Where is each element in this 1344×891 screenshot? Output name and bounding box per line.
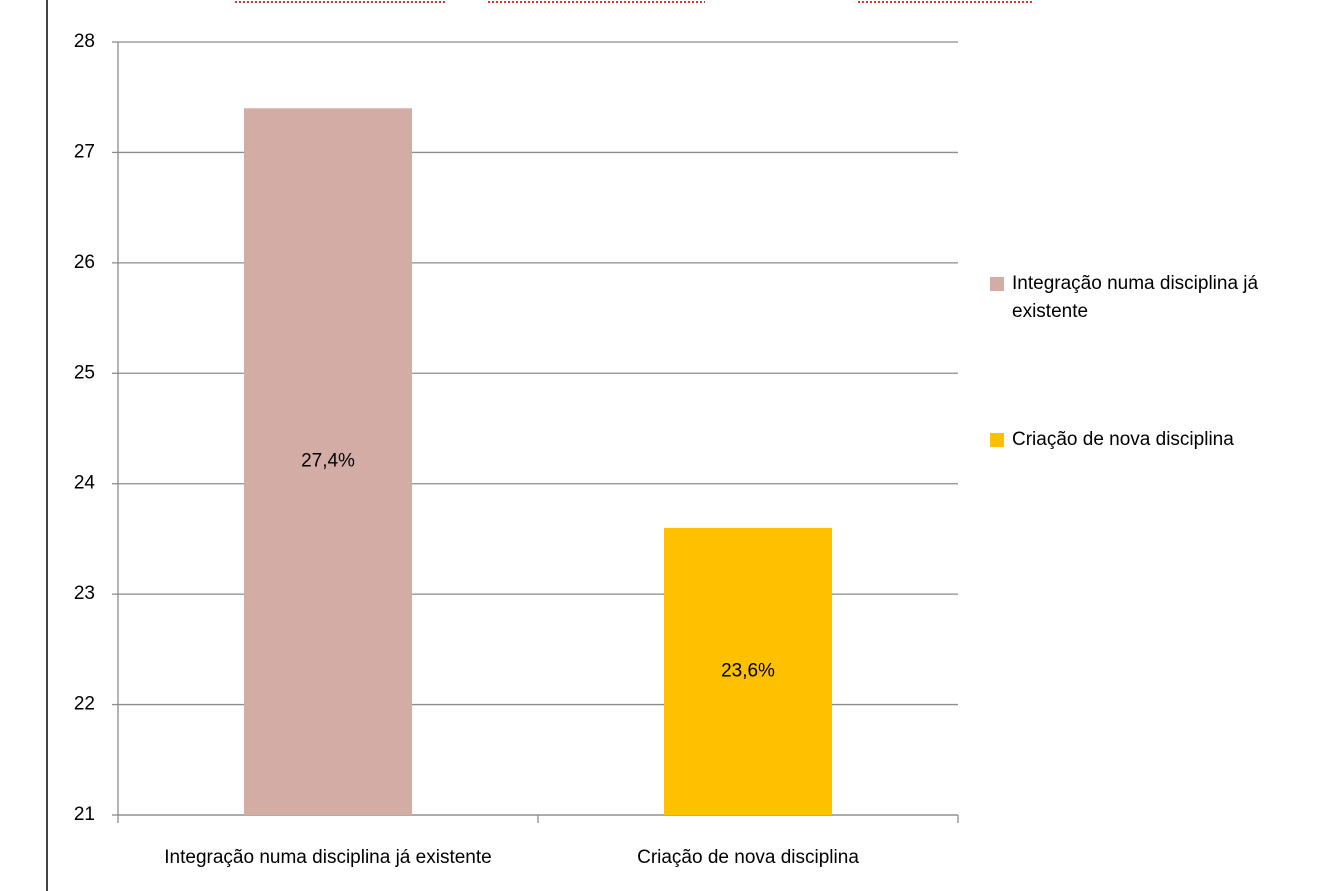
data-label: 23,6% bbox=[721, 660, 775, 681]
bar bbox=[244, 108, 412, 815]
x-tick-label: Criação de nova disciplina bbox=[637, 847, 859, 868]
y-tick-label: 24 bbox=[74, 473, 96, 494]
y-tick-label: 26 bbox=[74, 252, 95, 273]
legend-swatch bbox=[990, 277, 1004, 291]
y-tick-label: 25 bbox=[74, 362, 95, 383]
y-tick-label: 28 bbox=[74, 31, 95, 52]
bar bbox=[664, 527, 832, 815]
legend-swatch bbox=[990, 433, 1004, 447]
y-tick-label: 21 bbox=[74, 804, 95, 825]
y-tick-label: 23 bbox=[74, 583, 95, 604]
y-tick-label: 22 bbox=[74, 694, 95, 715]
legend-label: Integração numa disciplina já existente bbox=[1012, 273, 1259, 322]
x-tick-label: Integração numa disciplina já existente bbox=[164, 847, 491, 868]
data-label: 27,4% bbox=[301, 451, 355, 472]
legend-label: Criação de nova disciplina bbox=[1012, 429, 1234, 450]
y-tick-label: 27 bbox=[74, 141, 95, 162]
